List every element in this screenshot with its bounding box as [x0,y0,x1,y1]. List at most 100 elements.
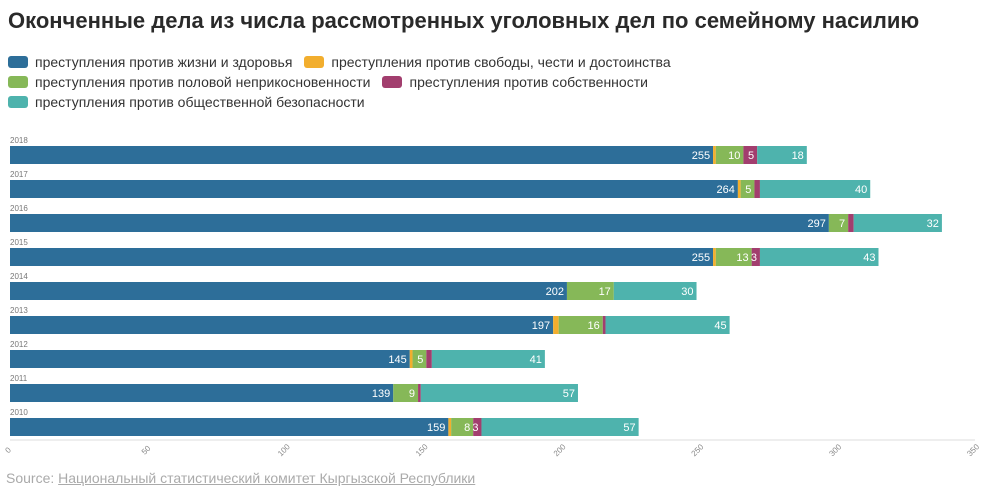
chart-title: Оконченные дела из числа рассмотренных у… [8,8,920,33]
bar-segment [566,282,614,300]
x-tick-label: 250 [690,442,706,458]
data-label: 197 [532,320,550,332]
bar-segment [393,384,419,402]
bar-segment [409,350,413,368]
data-label: 43 [863,252,875,264]
data-label: 5 [417,354,423,366]
data-label: 16 [588,320,600,332]
bar-segment [737,180,741,198]
bar-segment [10,316,554,334]
data-label: 10 [728,150,740,162]
data-label: 5 [745,184,751,196]
legend-item-property: преступления против собственности [382,74,648,90]
source-prefix: Source: [6,470,59,486]
legend-swatch [8,96,28,108]
bar-segment [10,146,714,164]
bar-segment [10,248,714,266]
legend-row: преступления против половой неприкоснове… [8,72,888,92]
data-label: 3 [472,422,478,434]
legend-label: преступления против половой неприкоснове… [35,74,371,90]
bar-segment [602,316,606,334]
x-tick-label: 300 [827,442,843,458]
source-link[interactable]: Национальный статистический комитет Кырг… [58,470,476,486]
data-label: 40 [855,184,867,196]
bar-segment [10,214,829,232]
data-label: 264 [717,184,735,196]
data-label: 5 [748,150,754,162]
data-label: 9 [409,388,415,400]
legend-item-sexual-integrity: преступления против половой неприкоснове… [8,74,370,90]
bar-segment [828,214,849,232]
legend-label: преступления против свободы, чести и дос… [331,54,671,70]
bar-segment [605,316,730,334]
legend-row: преступления против жизни и здоровья пре… [8,52,888,72]
legend-swatch [8,56,28,68]
legend-item-life-health: преступления против жизни и здоровья [8,54,292,70]
bar-segment [553,316,559,334]
bar-segment [473,418,482,436]
bar-segment [10,180,738,198]
x-tick-label: 200 [552,442,568,458]
x-tick-label: 0 [3,445,13,455]
data-label: 297 [808,218,826,230]
category-label: 2017 [10,170,28,179]
bar-segment [754,180,760,198]
bar-segment [715,146,744,164]
bar-segment [713,146,716,164]
bar-segment [412,350,427,368]
data-label: 159 [427,422,445,434]
data-label: 41 [530,354,542,366]
data-label: 30 [681,286,693,298]
legend-item-freedom-honor: преступления против свободы, чести и дос… [304,54,671,70]
x-tick-label: 100 [276,442,292,458]
legend-swatch [382,76,403,88]
data-label: 145 [388,354,406,366]
bar-segment [10,350,410,368]
chart-plot: 2018 255 10 5 18 2017 264 5 40 2016 297 7 32 2015 255 1… [3,136,981,458]
data-label: 202 [546,286,564,298]
bar-segment [420,384,578,402]
bar-segment [759,180,871,198]
legend: преступления против жизни и здоровья пре… [8,52,888,112]
data-label: 13 [736,252,748,264]
legend-row: преступления против общественной безопас… [8,92,888,112]
data-label: 8 [464,422,470,434]
bar-segment [715,248,752,266]
data-label: 18 [792,150,804,162]
bar-segment [448,418,452,436]
legend-label: преступления против жизни и здоровья [35,54,293,70]
bar-segment [10,384,394,402]
data-label: 57 [563,388,575,400]
data-label: 255 [692,252,710,264]
source-note: Source: Национальный статистический коми… [6,470,475,486]
category-label: 2018 [10,136,28,145]
category-label: 2016 [10,204,28,213]
bar-segment [848,214,854,232]
legend-item-public-safety: преступления против общественной безопас… [8,94,365,110]
legend-swatch [8,76,28,88]
bar-segment [757,146,807,164]
data-label: 45 [714,320,726,332]
bar-segment [10,418,449,436]
bar-segment [751,248,760,266]
bar-segment [431,350,545,368]
bar-segment [713,248,716,266]
data-label: 17 [599,286,611,298]
bar-segment [481,418,639,436]
bar-segment [418,384,421,402]
bar-segment [558,316,603,334]
data-label: 139 [372,388,390,400]
data-label: 7 [839,218,845,230]
category-label: 2012 [10,340,28,349]
legend-swatch [304,56,325,68]
category-label: 2010 [10,408,28,417]
data-label: 32 [927,218,939,230]
bar-segment [613,282,697,300]
data-label: 3 [751,252,757,264]
data-label: 255 [692,150,710,162]
bar-segment [853,214,942,232]
bar-segment [10,282,567,300]
legend-label: преступления против общественной безопас… [35,94,365,110]
bar-segment [451,418,474,436]
data-label: 57 [623,422,635,434]
